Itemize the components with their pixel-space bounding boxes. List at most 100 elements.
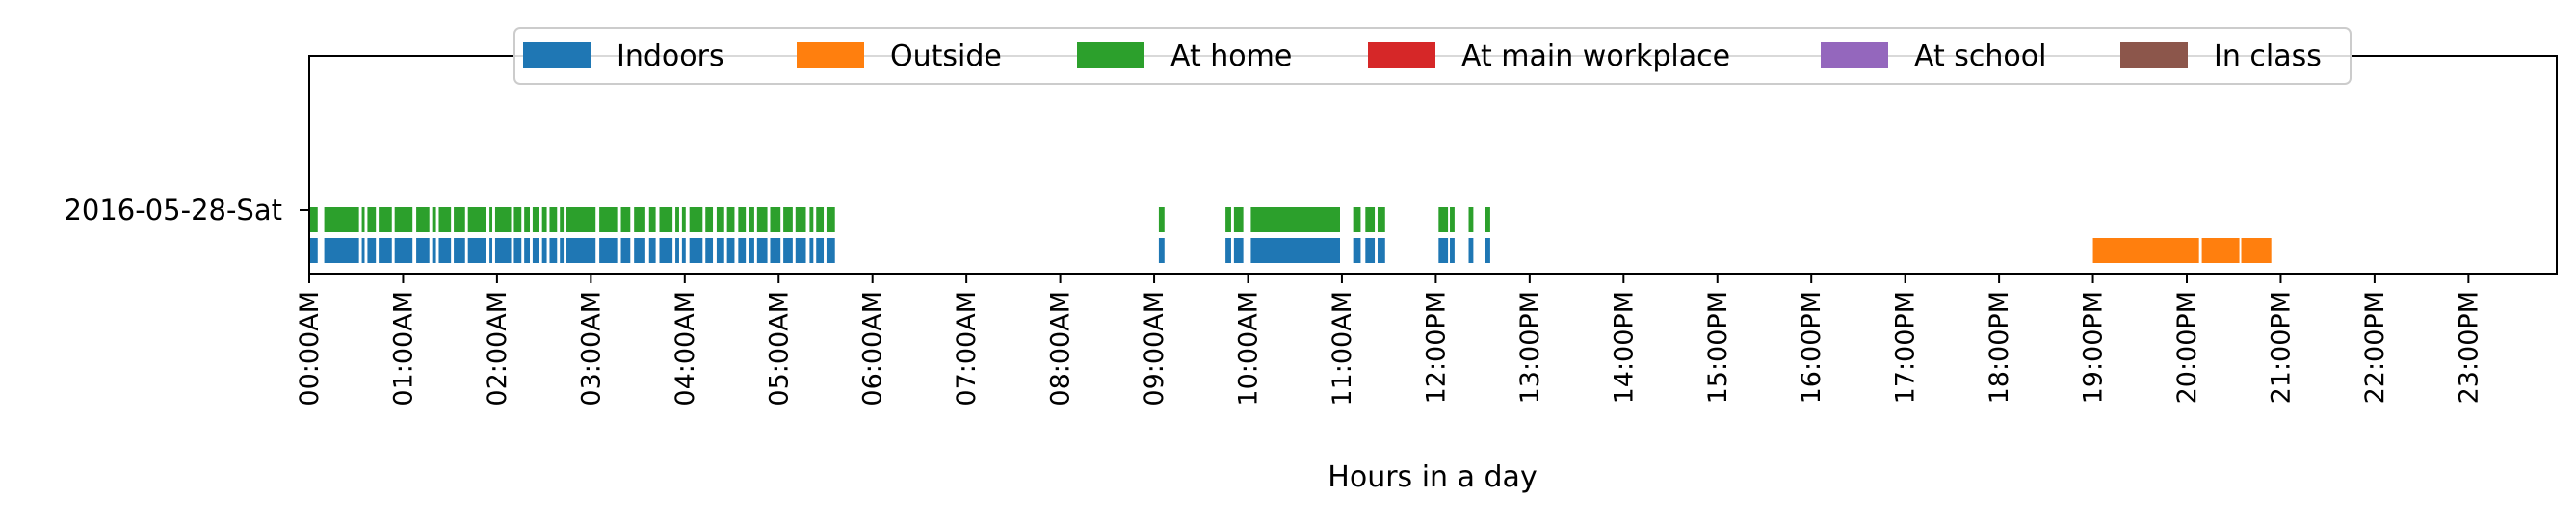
x-tick-label: 21:00PM [2266, 291, 2296, 404]
bar-at-home [795, 207, 806, 232]
bar-indoors [1450, 238, 1455, 263]
bar-indoors [309, 238, 318, 263]
ticks-layer: 00:00AM 01:00AM 02:00AM 03:00AM 04:00AM 05:00… [64, 194, 2484, 406]
bar-at-home [367, 207, 377, 232]
bar-indoors [494, 238, 512, 263]
bar-at-home [1468, 207, 1474, 232]
bars-layer [309, 207, 2272, 263]
bar-indoors [1365, 238, 1376, 263]
x-tick-label: 09:00AM [1140, 291, 1170, 406]
bar-indoors [1468, 238, 1474, 263]
bar-outside [2092, 238, 2199, 263]
legend-label-at-main-workplace: At main workplace [1461, 39, 1730, 73]
legend: Indoors Outside At home At main workplace At… [513, 27, 2352, 85]
bar-at-home [1225, 207, 1231, 232]
bar-indoors [560, 238, 565, 263]
bar-at-home [494, 207, 512, 232]
bar-indoors [648, 238, 656, 263]
legend-label-in-class: In class [2214, 39, 2322, 73]
bar-at-home [1377, 207, 1385, 232]
x-tick-label: 16:00PM [1797, 291, 1827, 404]
bar-indoors [549, 238, 558, 263]
x-tick-label: 00:00AM [295, 291, 325, 406]
bar-at-home [620, 207, 631, 232]
bar-indoors [659, 238, 673, 263]
bar-indoors [367, 238, 377, 263]
bar-at-home [826, 207, 835, 232]
bar-at-home [379, 207, 392, 232]
bar-outside [2201, 238, 2240, 263]
bar-at-home [394, 207, 413, 232]
bar-indoors [394, 238, 413, 263]
bar-indoors [1250, 238, 1340, 263]
bar-indoors [749, 238, 754, 263]
x-tick-label: 13:00PM [1515, 291, 1545, 404]
bar-indoors [1438, 238, 1449, 263]
legend-swatch-indoors [523, 42, 591, 68]
bar-at-home [1250, 207, 1340, 232]
bar-at-home [716, 207, 724, 232]
bar-at-home [432, 207, 436, 232]
bar-at-home [1353, 207, 1361, 232]
bar-at-home [560, 207, 565, 232]
bar-indoors [524, 238, 531, 263]
x-tick-label: 06:00AM [858, 291, 888, 406]
bar-indoors [454, 238, 465, 263]
bar-at-home [454, 207, 465, 232]
y-tick-label: 2016-05-28-Sat [64, 194, 282, 226]
bar-at-home [549, 207, 558, 232]
bar-indoors [726, 238, 735, 263]
bar-indoors [467, 238, 486, 263]
x-tick-label: 11:00AM [1327, 291, 1357, 406]
bar-indoors [675, 238, 679, 263]
x-tick-label: 18:00PM [1985, 291, 2014, 404]
bar-indoors [438, 238, 452, 263]
bar-at-home [416, 207, 430, 232]
x-axis-label: Hours in a day [1327, 460, 1537, 494]
bar-indoors [716, 238, 724, 263]
bar-at-home [467, 207, 486, 232]
bar-indoors [809, 238, 814, 263]
legend-label-at-home: At home [1170, 39, 1292, 73]
bar-at-home [1158, 207, 1165, 232]
bar-at-home [1485, 207, 1490, 232]
bar-indoors [432, 238, 436, 263]
bar-at-home [309, 207, 318, 232]
bar-indoors [1353, 238, 1361, 263]
x-tick-label: 03:00AM [576, 291, 606, 406]
legend-swatch-at-home [1077, 42, 1144, 68]
bar-at-home [726, 207, 735, 232]
x-tick-label: 23:00PM [2454, 291, 2484, 404]
x-tick-label: 19:00PM [2079, 291, 2109, 404]
bar-at-home [324, 207, 359, 232]
bar-at-home [705, 207, 714, 232]
bar-at-home [1233, 207, 1244, 232]
bar-indoors [361, 238, 365, 263]
x-tick-label: 01:00AM [388, 291, 418, 406]
x-tick-label: 15:00PM [1703, 291, 1733, 404]
bar-indoors [756, 238, 768, 263]
bar-indoors [1158, 238, 1165, 263]
x-tick-label: 12:00PM [1421, 291, 1451, 404]
bar-indoors [770, 238, 781, 263]
bar-at-home [566, 207, 596, 232]
bar-at-home [681, 207, 686, 232]
x-tick-label: 17:00PM [1891, 291, 1921, 404]
x-tick-label: 02:00AM [483, 291, 513, 406]
bar-indoors [795, 238, 806, 263]
bar-indoors [324, 238, 359, 263]
bar-indoors [489, 238, 493, 263]
bar-indoors [634, 238, 645, 263]
legend-swatch-at-main-workplace [1368, 42, 1435, 68]
bar-at-home [738, 207, 747, 232]
x-tick-label: 22:00PM [2360, 291, 2390, 404]
bar-at-home [816, 207, 825, 232]
bar-indoors [532, 238, 539, 263]
bar-at-home [513, 207, 522, 232]
bar-at-home [689, 207, 703, 232]
legend-swatch-in-class [2120, 42, 2188, 68]
bar-indoors [379, 238, 392, 263]
legend-swatch-outside [797, 42, 864, 68]
bar-outside [2241, 238, 2272, 263]
